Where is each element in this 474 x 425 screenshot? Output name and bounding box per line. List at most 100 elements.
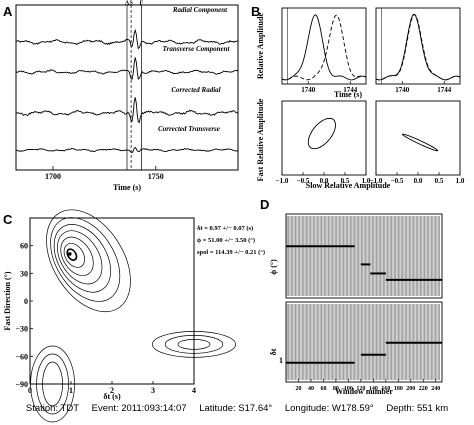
b-xtick-label: 1740 xyxy=(301,86,316,94)
panel-d-xlabel: Window number xyxy=(335,387,393,396)
panel-letter-b: B xyxy=(251,4,260,19)
panel-a-ticks: 1700 1750 xyxy=(45,166,164,181)
b-xtick-label: 0.5 xyxy=(435,177,444,185)
panel-a-xlabel: Time (s) xyxy=(113,183,141,192)
b-frame-4 xyxy=(375,100,461,176)
b-frame-3 xyxy=(281,100,367,176)
c-ytick-label: −90 xyxy=(15,380,28,389)
panel-b-subplot-3: −1.0 −0.5 0.0 0.5 1.0 xyxy=(276,100,371,185)
d-xtick-label: 40 xyxy=(308,386,314,392)
c-ytick-label: 30 xyxy=(20,269,28,278)
panel-d-windows: 1 20 40 60 80 100 120 140 160 180 200 220 240 Windo… xyxy=(269,213,443,396)
d-xtick-label: 160 xyxy=(381,386,390,392)
panel-letter-c: C xyxy=(3,212,13,227)
d-xtick-label: 120 xyxy=(356,386,365,392)
c-xtick-label: 4 xyxy=(192,386,196,395)
contour-ring-3 xyxy=(60,236,94,276)
panel-b-ylabel-bottom: Fast Relative Amplitude xyxy=(256,98,265,181)
c-xtick-label: 2 xyxy=(110,386,114,395)
c-xtick-label: 0 xyxy=(28,386,32,395)
b-xtick-label: 1744 xyxy=(343,86,358,94)
b-xtick-label: 0.5 xyxy=(341,177,350,185)
d-xtick-label: 60 xyxy=(320,386,326,392)
event-label: Event: 2011:093:14:07 xyxy=(91,403,187,414)
panel-b-subplot-2: 1740 1744 xyxy=(375,7,461,94)
panel-letter-a: A xyxy=(3,4,13,19)
contour-ring-1 xyxy=(66,248,78,261)
panel-b-waveforms: 1740 1744 1740 1744 −1.0 −0.5 0.0 0.5 1.0 −1.0… xyxy=(256,7,465,190)
latitude-label: Latitude: S17.64° xyxy=(199,403,273,414)
panel-b-subplot-1: 1740 1744 xyxy=(281,7,367,94)
panel-c-annotation-phi: ϕ = 51.00 +/− 3.50 (°) xyxy=(197,237,255,244)
d-xtick-label: 20 xyxy=(295,386,301,392)
c-ytick-label: 0 xyxy=(24,297,28,306)
c-xtick-label: 1 xyxy=(69,386,73,395)
c-ytick-label: −30 xyxy=(15,325,28,334)
panel-c-contour-lines xyxy=(30,209,236,423)
panel-a-seismograms: Radial Component Transverse Component Corr… xyxy=(15,1,239,192)
contour-ring-2 xyxy=(63,243,86,268)
b-xtick-label: 0.0 xyxy=(414,177,423,185)
b-xtick-label: 1740 xyxy=(395,86,410,94)
b-xtick-label: 0.0 xyxy=(320,177,329,185)
panel-c-ylabel: Fast Direction (°) xyxy=(3,271,12,330)
d-xtick-label: 180 xyxy=(394,386,403,392)
marker-label-f: F xyxy=(140,1,144,7)
b-xtick-label: −0.5 xyxy=(391,177,404,185)
panel-d-ticks: 20 40 60 80 100 120 140 160 180 200 220 240 xyxy=(295,379,440,392)
panel-c-contour: 0 1 2 3 4 −90 −60 −30 0 30 60 δt (s) Fast Directio… xyxy=(3,209,265,423)
b-waveform-solid xyxy=(281,14,367,81)
particle-motion-linear xyxy=(402,133,439,152)
panel-c-annotation-spol: spol = 114.39 +/− 0.21 (°) xyxy=(197,249,265,256)
longitude-label: Longitude: W178.59° xyxy=(284,403,374,414)
panel-d-subplot-phi xyxy=(285,213,443,299)
b-xtick-label: −1.0 xyxy=(276,177,289,185)
panel-d-ylabel-dt: δt xyxy=(269,348,278,355)
depth-label: Depth: 551 km xyxy=(386,403,449,414)
d-frame-1 xyxy=(285,213,443,299)
panel-c-ticks: 0 1 2 3 4 −90 −60 −30 0 30 60 xyxy=(15,242,196,395)
panel-c-frame xyxy=(29,217,195,385)
d-xtick-label: 100 xyxy=(344,386,353,392)
b-waveform-solid xyxy=(375,13,461,81)
trace-label-2: Transverse Component xyxy=(163,45,231,53)
event-info-footer: Station: TDT Event: 2011:093:14:07 Latit… xyxy=(0,403,474,414)
contour-ring-5 xyxy=(53,224,111,293)
panel-c-xlabel: δt (s) xyxy=(103,392,121,401)
trace-label-3: Corrected Radial xyxy=(171,86,220,94)
d-ytick-label: 1 xyxy=(279,356,283,365)
b-waveform-dashed xyxy=(281,14,367,81)
station-label: Station: TDT xyxy=(25,403,80,414)
a-xtick-label: 1700 xyxy=(45,172,61,181)
contour-right-1 xyxy=(177,338,211,350)
panel-d-subplot-dt: 1 xyxy=(279,301,443,383)
b-xtick-label: 1.0 xyxy=(362,177,371,185)
c-ytick-label: 60 xyxy=(20,242,28,251)
a-xtick-label: 1750 xyxy=(148,172,164,181)
panel-b-subplot-4: −1.0 −0.5 0.0 0.5 1.0 xyxy=(370,100,465,185)
d-xtick-label: 220 xyxy=(419,386,428,392)
marker-label-s: S xyxy=(129,1,133,7)
contour-lower-left-2 xyxy=(36,353,69,415)
contour-right-2 xyxy=(164,334,224,354)
contour-ring-4 xyxy=(57,230,103,285)
d-xtick-label: 200 xyxy=(406,386,415,392)
panel-b-xlabel-bottom: Slow Relative Amplitude xyxy=(306,181,391,190)
best-fit-point xyxy=(67,252,72,256)
panel-c-annotation-dt: δt = 0.97 +/− 0.07 (s) xyxy=(197,225,253,232)
panel-d-ylabel-phi: ϕ (°) xyxy=(269,259,278,275)
c-ytick-label: −60 xyxy=(15,352,28,361)
b-waveform-dashed xyxy=(375,14,461,81)
d-xtick-label: 140 xyxy=(369,386,378,392)
b-xtick-label: −1.0 xyxy=(370,177,383,185)
b-xtick-label: −0.5 xyxy=(297,177,310,185)
marker-label-a: A xyxy=(125,1,130,7)
contour-lower-left-1 xyxy=(42,361,63,407)
contour-right-3 xyxy=(152,330,236,358)
panel-b-xlabel-top: Time (s) xyxy=(334,90,362,99)
panel-letter-d: D xyxy=(260,197,269,212)
trace-label-4: Corrected Transverse xyxy=(158,125,220,133)
contour-ring-6 xyxy=(50,217,121,302)
